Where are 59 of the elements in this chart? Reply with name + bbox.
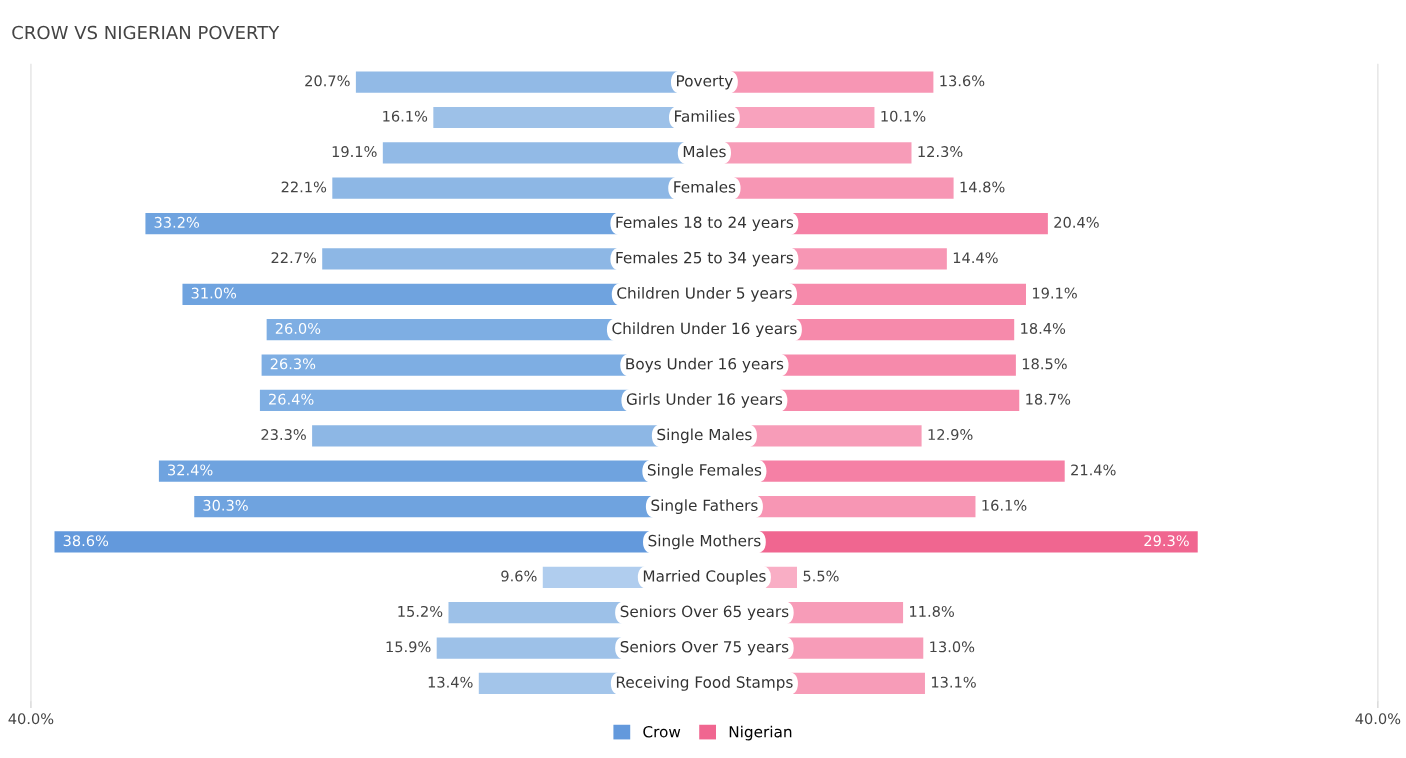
category-label: Families: [675, 110, 735, 122]
data-label: 15.2%: [398, 605, 443, 617]
category-label: Females: [674, 180, 736, 193]
category-label: Single Males: [657, 428, 752, 444]
category-label: Single Females: [647, 463, 762, 479]
data-label: 15.9%: [386, 641, 431, 653]
category-label: Single Mothers: [648, 534, 761, 550]
data-label: 31.0%: [191, 287, 237, 299]
data-label: 18.5%: [1022, 358, 1067, 370]
data-label: 26.4%: [269, 393, 314, 405]
category-label: Seniors Over 75 years: [620, 640, 789, 656]
data-label: 16.1%: [383, 110, 428, 122]
chart-title: CROW VS NIGERIAN POVERTY: [12, 25, 280, 40]
category-label: Receiving Food Stamps: [616, 676, 793, 691]
data-label: 18.7%: [1026, 393, 1071, 405]
data-label: 11.8%: [910, 605, 954, 617]
data-label: 9.6%: [501, 570, 537, 582]
data-label: 13.0%: [930, 641, 975, 653]
category-label: Females 25 to 34 years: [616, 251, 794, 267]
data-label: 20.7%: [305, 75, 350, 87]
data-label: 23.3%: [261, 429, 306, 441]
data-label: 22.7%: [271, 252, 317, 264]
legend-label: Nigerian: [729, 725, 792, 741]
category-label: Poverty: [677, 75, 733, 90]
data-label: 29.3%: [1144, 535, 1189, 547]
data-label: 26.3%: [270, 358, 316, 370]
data-label: 14.8%: [960, 181, 1005, 193]
category-label: Seniors Over 65 years: [620, 605, 789, 621]
data-label: 21.4%: [1071, 464, 1116, 476]
data-label: 13.4%: [428, 676, 473, 688]
data-label: 20.4%: [1054, 216, 1099, 228]
data-label: 22.1%: [281, 181, 327, 193]
category-label: Boys Under 16 years: [626, 357, 784, 373]
category-label: Girls Under 16 years: [626, 393, 783, 408]
category-label: Married Couples: [643, 569, 766, 585]
data-label: 19.1%: [332, 146, 377, 158]
data-label: 12.3%: [918, 146, 963, 158]
data-label: 13.6%: [940, 75, 985, 87]
data-label: 14.4%: [953, 252, 998, 264]
data-label: 33.2%: [154, 216, 200, 228]
category-label: Children Under 16 years: [612, 322, 797, 338]
category-label: Single Fathers: [651, 499, 758, 514]
data-label: 16.1%: [982, 499, 1027, 511]
data-label: 10.1%: [881, 110, 926, 122]
data-label: 12.9%: [928, 429, 973, 441]
data-label: 30.3%: [203, 499, 248, 511]
data-label: 13.1%: [931, 676, 976, 688]
data-label: 5.5%: [803, 570, 839, 582]
category-label: Females 18 to 24 years: [616, 216, 794, 231]
data-label: 38.6%: [63, 535, 109, 547]
data-label: 32.4%: [168, 464, 213, 476]
data-label: 18.4%: [1021, 322, 1066, 334]
data-label: 19.1%: [1032, 287, 1077, 299]
legend-label: Crow: [643, 725, 681, 738]
category-label: Children Under 5 years: [617, 286, 792, 302]
data-label: 26.0%: [275, 322, 321, 334]
x-tick-label: 40.0%: [8, 713, 54, 725]
category-label: Males: [683, 145, 726, 158]
x-tick-label: 40.0%: [1355, 713, 1401, 725]
